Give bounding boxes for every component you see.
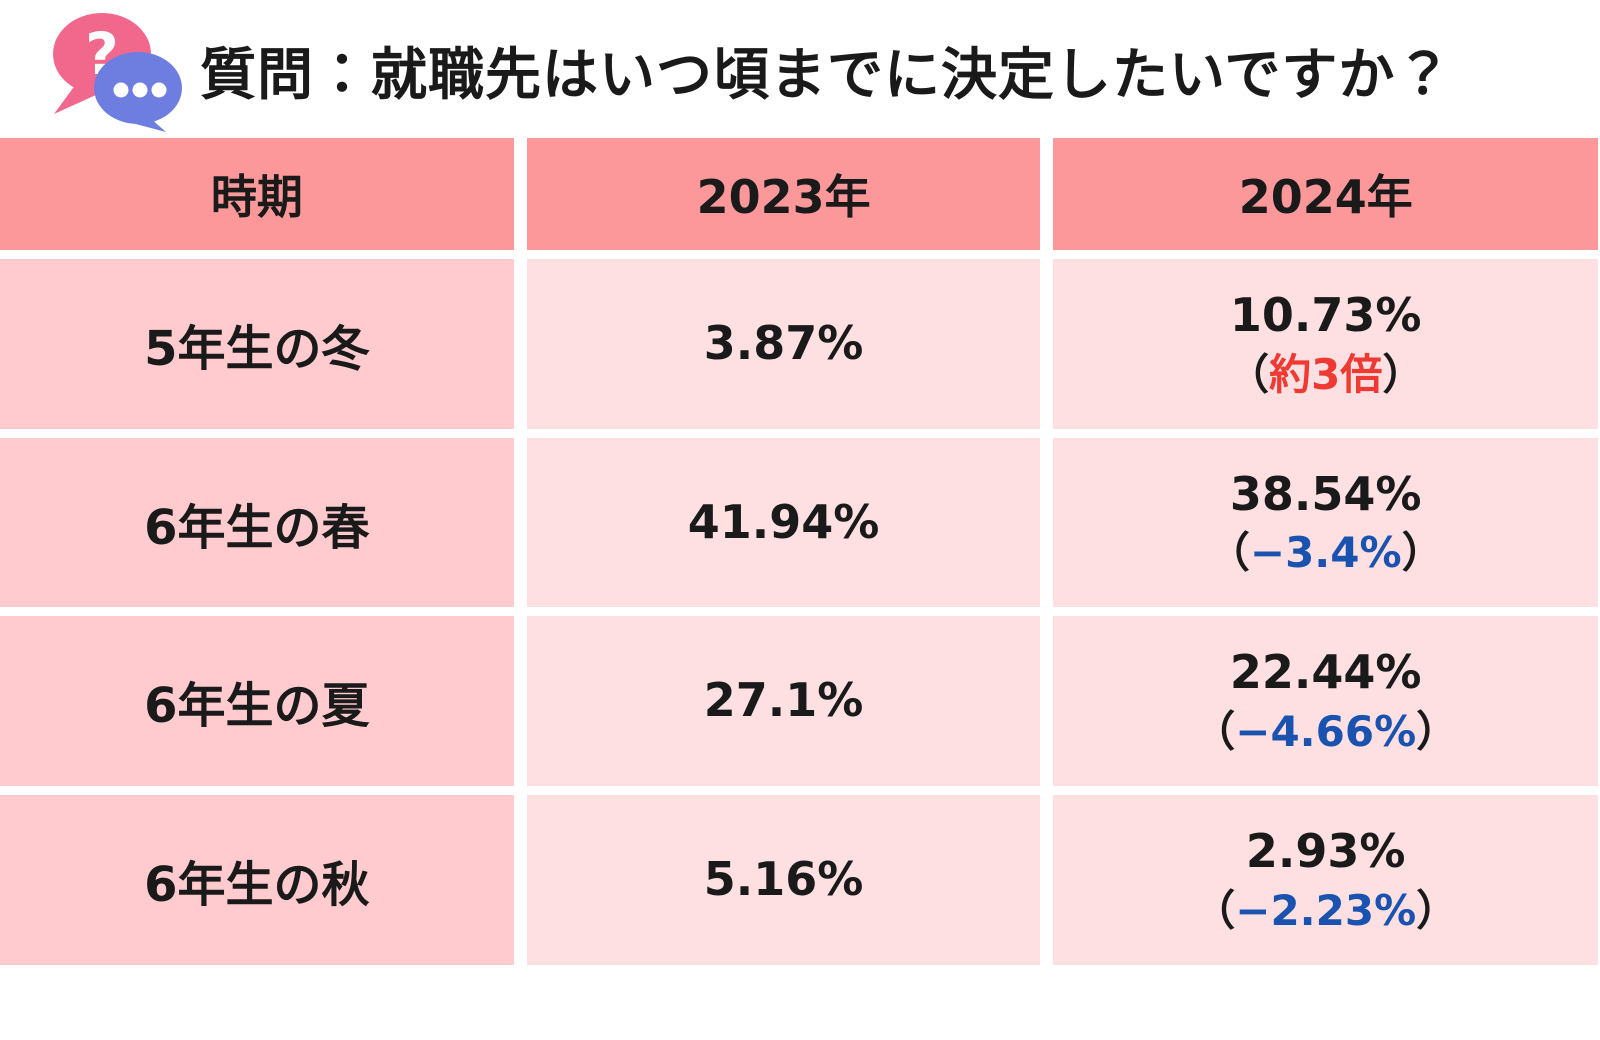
row4-change: （−2.23%） bbox=[1193, 885, 1458, 938]
row3-change-value: −4.66% bbox=[1235, 706, 1417, 756]
row3-2023-cell: 27.1% bbox=[526, 616, 1041, 786]
row1-change-value: 約3倍 bbox=[1269, 349, 1383, 399]
question-chat-bubbles-icon: ? bbox=[53, 13, 182, 132]
row4-period-cell: 6年生の秋 bbox=[0, 795, 514, 965]
row2-period-cell: 6年生の春 bbox=[0, 438, 514, 607]
row2-2024-value: 38.54% bbox=[1229, 466, 1422, 521]
row2-2024-cell: 38.54% （−3.4%） bbox=[1053, 438, 1598, 607]
open-paren: （ bbox=[1193, 885, 1236, 935]
row3-period-cell: 6年生の夏 bbox=[0, 616, 514, 786]
row4-2023-cell: 5.16% bbox=[526, 795, 1041, 965]
row4-2023-value: 5.16% bbox=[703, 852, 864, 907]
open-paren: （ bbox=[1193, 706, 1236, 756]
row2-2023-value: 41.94% bbox=[687, 494, 880, 549]
row3-change: （−4.66%） bbox=[1193, 706, 1458, 759]
row2-2023-cell: 41.94% bbox=[526, 438, 1041, 607]
open-paren: （ bbox=[1207, 528, 1250, 577]
column-header-2024: 2024年 bbox=[1053, 138, 1598, 250]
row1-2023-cell: 3.87% bbox=[526, 259, 1041, 429]
open-paren: （ bbox=[1227, 349, 1270, 399]
page-title: 質問：就職先はいつ頃までに決定したいですか？ bbox=[200, 42, 1453, 108]
row2-change: （−3.4%） bbox=[1208, 527, 1444, 580]
row3-2024-value: 22.44% bbox=[1229, 645, 1422, 699]
row4-change-value: −2.23% bbox=[1235, 885, 1417, 935]
row1-2024-cell: 10.73% （約3倍） bbox=[1053, 259, 1598, 429]
row3-2024-cell: 22.44% （−4.66%） bbox=[1053, 616, 1598, 786]
row3-2023-value: 27.1% bbox=[703, 673, 864, 728]
close-paren: ） bbox=[1416, 706, 1459, 756]
column-header-period: 時期 bbox=[0, 138, 514, 250]
blue-dots-bubble bbox=[94, 52, 182, 132]
close-paren: ） bbox=[1401, 528, 1444, 577]
row1-change: （約3倍） bbox=[1227, 349, 1424, 402]
row1-period-cell: 5年生の冬 bbox=[0, 259, 514, 429]
close-paren: ） bbox=[1416, 885, 1459, 935]
survey-table: 時期 2023年 2024年 5年生の冬 3.87% 10.73% （約3倍） … bbox=[0, 138, 1600, 965]
row4-2024-value: 2.93% bbox=[1245, 824, 1406, 878]
column-header-2023: 2023年 bbox=[526, 138, 1041, 250]
title-bar: ? 質問：就職先はいつ頃までに決定したいですか？ bbox=[0, 0, 1600, 134]
row1-2023-value: 3.87% bbox=[703, 316, 864, 371]
row4-2024-cell: 2.93% （−2.23%） bbox=[1053, 795, 1598, 965]
row1-2024-value: 10.73% bbox=[1229, 288, 1422, 342]
close-paren: ） bbox=[1382, 349, 1425, 399]
row2-change-value: −3.4% bbox=[1249, 528, 1402, 577]
